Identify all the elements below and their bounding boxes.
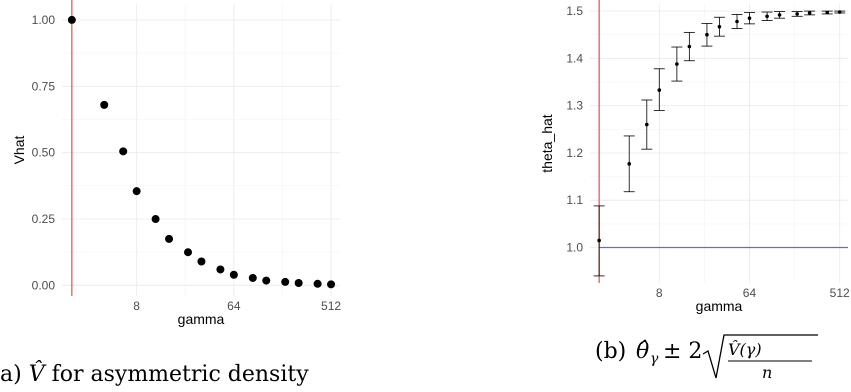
data-point xyxy=(100,100,109,109)
svg-text:± 2: ± 2 xyxy=(663,339,702,364)
caption-b: (b) θ̂ γ ± 2 V̂(γ) n xyxy=(595,334,818,382)
data-point xyxy=(216,265,225,274)
y-tick-label: 1.0 xyxy=(566,241,583,255)
data-point xyxy=(795,12,799,16)
x-tick-label: 512 xyxy=(830,286,850,300)
y-axis-title: Vhat xyxy=(11,135,27,164)
data-point xyxy=(807,11,812,15)
svg-text:(b): (b) xyxy=(595,339,626,364)
data-point xyxy=(765,14,769,19)
svg-text:V̂(γ): V̂(γ) xyxy=(728,340,762,359)
x-axis-title: gamma xyxy=(696,298,743,314)
x-tick-label: 512 xyxy=(321,299,341,313)
y-tick-label: 1.1 xyxy=(566,193,583,207)
data-point xyxy=(645,122,649,127)
svg-text:n: n xyxy=(762,363,772,382)
data-point xyxy=(675,62,679,66)
data-point xyxy=(197,257,206,266)
data-point xyxy=(735,19,739,24)
x-tick-label: 64 xyxy=(227,299,241,313)
panel-b-theta-hat: 1.0 1.1 1.2 1.3 1.4 1.5 8 64 512 gamma theta_hat xyxy=(539,0,850,314)
data-point xyxy=(313,279,322,288)
data-point xyxy=(151,215,160,224)
data-point xyxy=(327,280,336,289)
data-point xyxy=(597,238,601,243)
data-point xyxy=(627,162,632,166)
data-point xyxy=(825,10,830,15)
y-tick-label: 0.25 xyxy=(32,212,56,226)
y-tick-label: 1.2 xyxy=(566,146,583,160)
data-point xyxy=(281,277,290,286)
data-point xyxy=(687,44,692,49)
data-point xyxy=(837,10,842,14)
y-axis-title: theta_hat xyxy=(539,114,555,172)
data-point xyxy=(717,24,722,29)
data-point xyxy=(747,16,752,20)
svg-text:θ̂: θ̂ xyxy=(636,339,649,364)
y-tick-label: 0.75 xyxy=(32,79,56,93)
data-point xyxy=(657,88,662,92)
data-point xyxy=(132,187,141,196)
data-point xyxy=(165,234,174,243)
y-tick-label: 1.5 xyxy=(566,4,583,18)
data-point xyxy=(294,278,303,287)
data-point xyxy=(229,270,238,279)
caption-a: a) V̂ for asymmetric density xyxy=(0,361,309,387)
y-tick-label: 1.3 xyxy=(566,99,583,113)
y-tick-label: 1.4 xyxy=(566,51,583,65)
svg-text:γ: γ xyxy=(650,351,659,367)
data-point xyxy=(67,15,76,24)
x-tick-label: 8 xyxy=(656,286,663,300)
data-point xyxy=(777,13,782,17)
x-tick-label: 8 xyxy=(133,299,140,313)
y-tick-label: 1.00 xyxy=(32,13,56,27)
x-tick-label: 64 xyxy=(743,286,757,300)
data-point xyxy=(119,147,128,156)
data-point xyxy=(262,276,271,285)
data-point xyxy=(184,248,193,257)
panel-a-vhat: 0.00 0.25 0.50 0.75 1.00 8 64 512 gamma Vhat xyxy=(11,0,341,327)
data-point xyxy=(248,273,257,282)
y-tick-label: 0.50 xyxy=(32,146,56,160)
data-point xyxy=(705,32,709,37)
y-tick-label: 0.00 xyxy=(32,278,56,292)
x-axis-title: gamma xyxy=(178,311,225,327)
